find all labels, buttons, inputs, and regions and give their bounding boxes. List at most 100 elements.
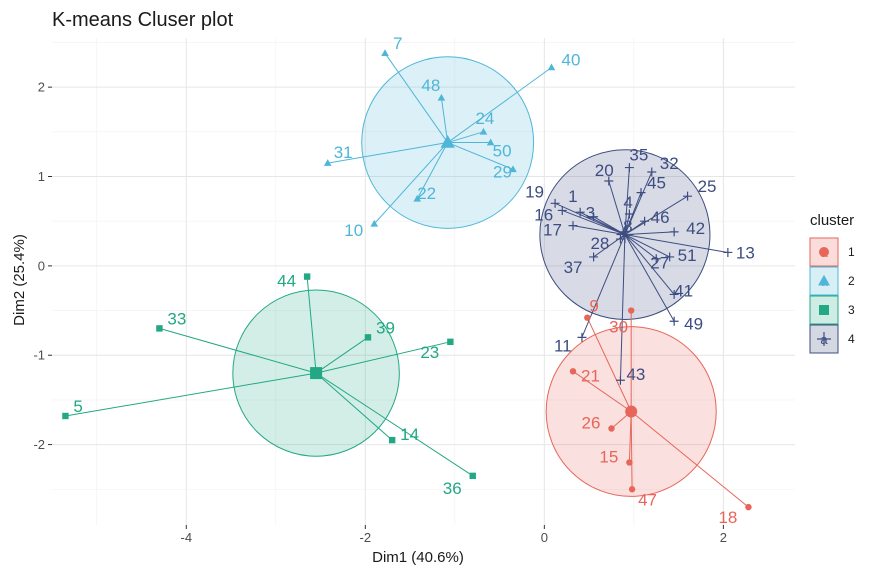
cluster-2-point [547,63,556,71]
point-label: 51 [678,246,697,265]
point-label: 23 [420,343,439,362]
point-label: 22 [417,184,436,203]
cluster-3-segment [65,372,317,417]
point-label: 10 [344,221,363,240]
cluster-2-segment [447,67,552,143]
cluster-4-segment [562,209,626,236]
cluster-2-segment [416,142,449,200]
cluster-4-point [669,316,679,326]
point-label: 7 [393,34,402,53]
point-label: 26 [581,413,600,432]
cluster-2-point [509,165,517,173]
y-tick-label: -2 [33,437,45,452]
cluster-2-point [437,93,446,101]
point-label: 21 [581,366,600,385]
legend-label: 2 [848,274,855,288]
cluster-1-center [625,405,638,418]
cluster-4-point [665,252,675,262]
cluster-points [62,49,752,511]
cluster-segments [65,52,749,508]
cluster-4-point [723,247,733,257]
cluster-4-segment [624,234,675,322]
point-label: 48 [421,76,440,95]
legend-glyph-text: a [820,245,828,260]
point-label: 44 [277,272,296,291]
cluster-1-point [584,314,591,321]
cluster-4-segment [593,234,626,258]
cluster-2-center [440,135,455,148]
point-label: 32 [660,154,679,173]
cluster-4-point [589,212,599,222]
point-label: 16 [534,205,553,224]
point-label: 13 [736,243,755,262]
cluster-4-point [550,198,560,208]
cluster-3-point [364,334,372,341]
cluster-4-segment [624,234,657,260]
cluster-1-point [628,486,636,493]
cluster-1-point [627,307,635,314]
point-label: 24 [475,109,494,128]
cluster-1-segment [572,370,632,412]
cluster-4-segment [619,234,626,381]
x-tick-label: -4 [180,530,192,545]
cluster-3-point [62,412,69,420]
cluster-3-segment [159,327,317,374]
x-axis-title: Dim1 (40.6%) [372,549,464,566]
legend-glyph-4 [817,332,831,346]
cluster-4-point [575,207,585,217]
point-label: 46 [651,208,670,227]
point-label: 4 [623,193,632,212]
cluster-4-segment [624,234,675,295]
cluster-4-point [624,209,634,219]
legend-glyph-2 [818,274,830,286]
x-tick-label: -2 [360,530,372,545]
cluster-2-segment [373,142,449,225]
cluster-4-point [615,234,625,244]
point-label: 20 [595,161,614,180]
cluster-4-segment [624,234,670,258]
cluster-4-point [577,332,587,342]
point-label: 30 [609,318,628,337]
cluster-4-segment [624,195,688,236]
legend-glyph-text: a [820,274,828,289]
point-label: 41 [674,281,693,300]
cluster-1-point [569,368,577,375]
point-label: 29 [493,162,512,181]
point-label: 18 [718,508,737,527]
legend: cluster a 1 a 2 a 3 a 4 [809,212,855,354]
cluster-4-segment [608,180,626,235]
legend-title: cluster [810,212,854,229]
point-label: 19 [525,182,544,201]
cluster-3-center [310,367,323,380]
cluster-2-point [479,127,488,135]
cluster-4-point [557,205,567,215]
cluster-2-segment [384,52,449,143]
cluster-4-point [589,252,599,262]
cluster-4-point [568,221,578,231]
legend-glyph-1 [819,247,829,257]
cluster-4-point [624,163,634,173]
point-label: 40 [562,50,581,69]
point-label: 45 [647,174,666,193]
point-label: 31 [334,143,353,162]
point-label: 36 [443,479,462,498]
point-label: 25 [698,177,717,196]
chart-title: K-means Cluser plot [52,9,234,31]
point-label: 11 [554,336,572,355]
cluster-4-point [647,167,657,177]
legend-label: 4 [848,332,855,346]
cluster-2-point [381,49,389,56]
cluster-3-segment [315,341,451,374]
cluster-4-point [669,227,679,237]
point-label: 9 [589,297,598,316]
cluster-2-segment [447,131,484,144]
cluster-3-point [303,273,311,280]
cluster-2-segment [447,142,514,170]
x-tick-label: 2 [720,530,727,545]
point-label: 8 [623,217,632,236]
cluster-3-segment [315,372,393,441]
cluster-4-segment [624,213,630,235]
point-label: 50 [493,142,512,161]
